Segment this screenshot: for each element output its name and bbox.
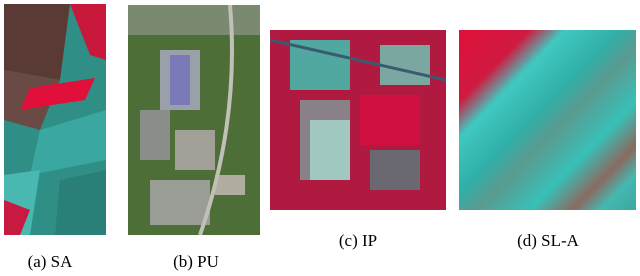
image-ip [270, 30, 446, 210]
image-sa [4, 4, 106, 235]
page: (a) SA (b) PU (c) IP (d) SL-A (() => { c… [0, 0, 640, 276]
figure: (a) SA (b) PU (c) IP (d) SL-A [0, 0, 640, 276]
caption: (c) IP [339, 231, 377, 250]
caption: (a) SA [28, 252, 74, 271]
image-sl-a [459, 30, 636, 210]
caption: (b) PU [173, 252, 219, 271]
caption: (d) SL-A [517, 231, 580, 250]
image-pu [128, 5, 260, 235]
